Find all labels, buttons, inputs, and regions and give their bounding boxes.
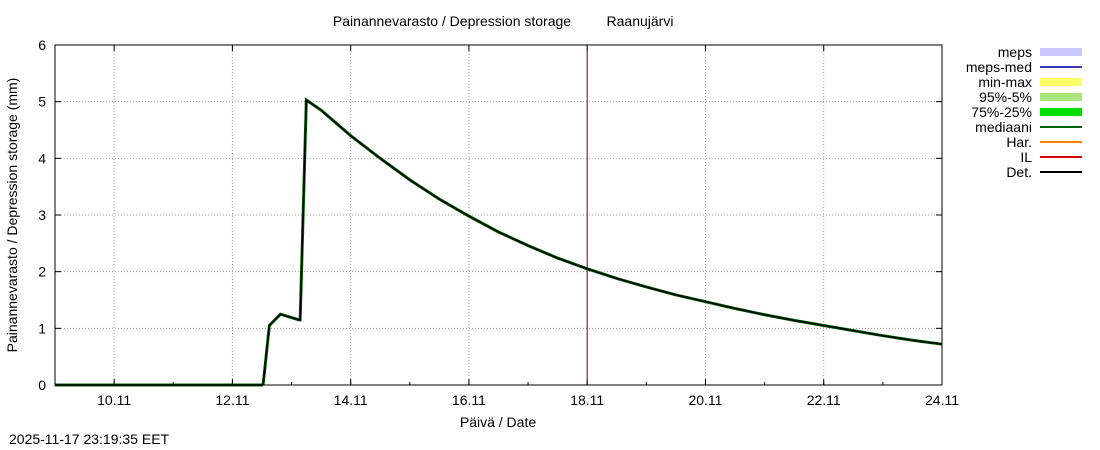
legend-label: mediaani bbox=[975, 119, 1032, 135]
x-axis-ticks: 10.11 12.11 14.11 16.11 18.11 20.11 22.11 24.11 bbox=[54, 45, 959, 408]
y-tick-label: 4 bbox=[38, 150, 46, 166]
x-tick-label: 24.11 bbox=[925, 392, 959, 408]
grid bbox=[55, 45, 942, 385]
plot-frame bbox=[54, 44, 943, 386]
chart-station: Raanujärvi bbox=[607, 13, 674, 29]
legend-swatch bbox=[1040, 93, 1082, 101]
x-tick-label: 10.11 bbox=[97, 392, 131, 408]
y-tick-label: 3 bbox=[38, 207, 46, 223]
x-tick-label: 12.11 bbox=[215, 392, 249, 408]
legend-label: Har. bbox=[1006, 134, 1032, 150]
legend-label: meps-med bbox=[966, 59, 1032, 75]
y-tick-label: 5 bbox=[38, 94, 46, 110]
series-det-line bbox=[55, 98, 943, 386]
x-tick-label: 16.11 bbox=[452, 392, 486, 408]
legend-swatch bbox=[1040, 78, 1082, 86]
legend-swatch bbox=[1040, 108, 1082, 116]
timestamp: 2025-11-17 23:19:35 EET bbox=[9, 431, 170, 447]
series-mediaani-line bbox=[55, 97, 943, 387]
x-tick-label: 20.11 bbox=[688, 392, 722, 408]
y-tick-label: 6 bbox=[38, 37, 46, 53]
legend: mepsmeps-medmin-max95%-5%75%-25%mediaani… bbox=[966, 44, 1082, 180]
x-tick-label: 18.11 bbox=[570, 392, 604, 408]
legend-label: 95%-5% bbox=[979, 89, 1032, 105]
y-tick-label: 1 bbox=[38, 320, 46, 336]
legend-label: IL bbox=[1020, 149, 1032, 165]
chart-title: Painannevarasto / Depression storage bbox=[333, 13, 571, 29]
x-tick-label: 14.11 bbox=[334, 392, 368, 408]
y-tick-label: 2 bbox=[38, 264, 46, 280]
legend-label: meps bbox=[998, 44, 1032, 60]
x-axis-label: Päivä / Date bbox=[460, 414, 536, 430]
y-tick-label: 0 bbox=[38, 377, 46, 393]
x-tick-label: 22.11 bbox=[807, 392, 841, 408]
legend-label: 75%-25% bbox=[971, 104, 1032, 120]
y-axis-ticks: 0 1 2 3 4 5 6 bbox=[38, 37, 942, 393]
legend-swatch bbox=[1040, 48, 1082, 56]
y-axis-label: Painannevarasto / Depression storage (mm… bbox=[4, 78, 20, 353]
legend-label: Det. bbox=[1006, 164, 1032, 180]
legend-label: min-max bbox=[978, 74, 1032, 90]
series-layer bbox=[55, 45, 943, 387]
